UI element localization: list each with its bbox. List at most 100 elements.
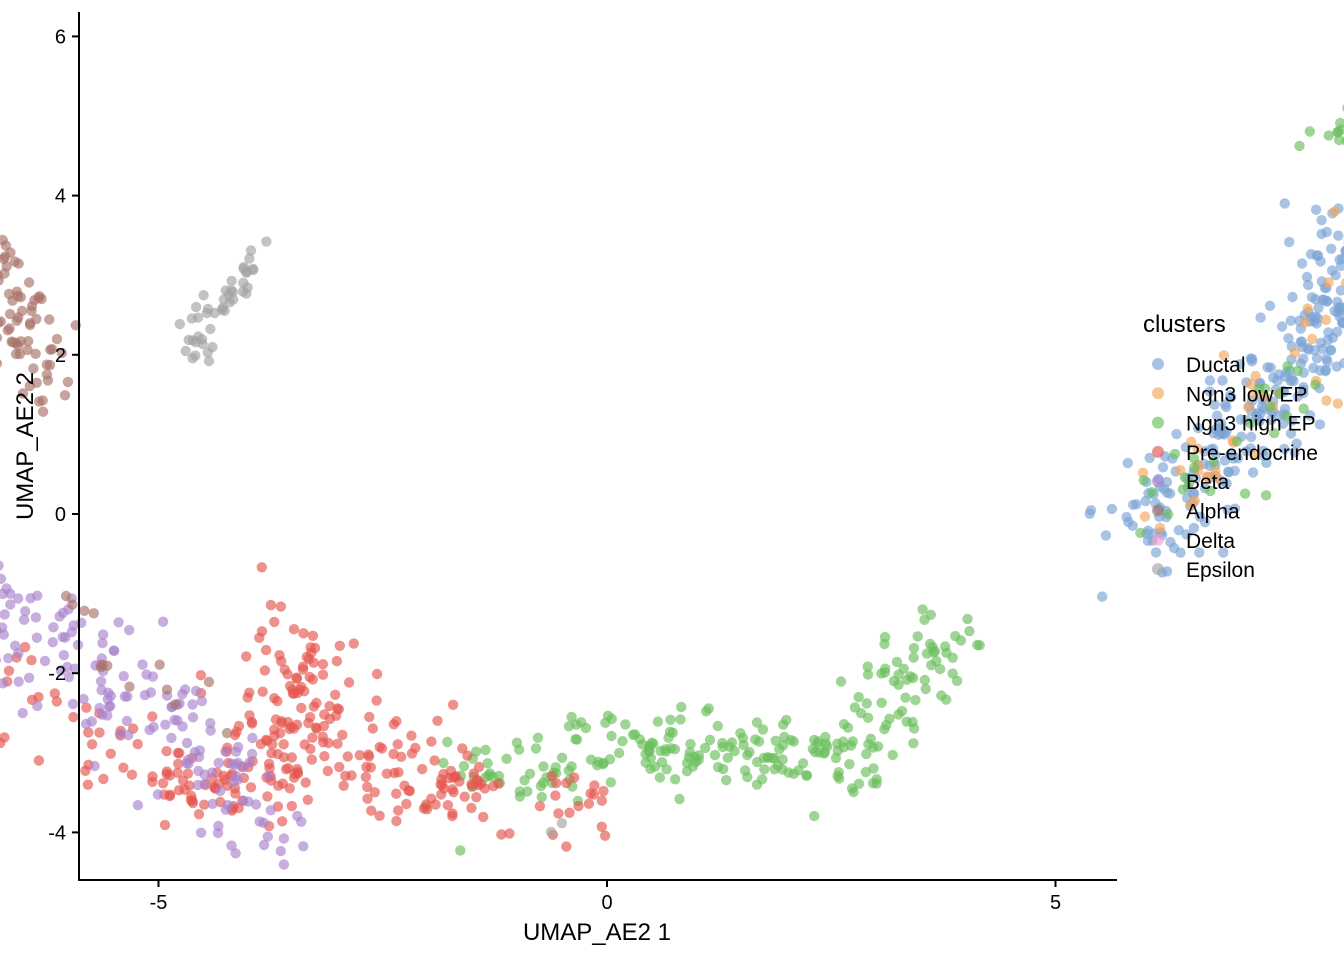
data-point-pre-endocrine [450,771,461,782]
data-point-alpha [23,277,35,288]
data-point-ngn3-high-ep [830,752,842,764]
data-point-ngn3-high-ep [522,786,533,797]
data-point-ductal [1279,198,1290,209]
data-point-beta [39,655,51,667]
data-point-ductal [1144,452,1155,464]
data-point-ngn3-high-ep [908,642,920,654]
data-point-beta [23,672,35,683]
data-point-pre-endocrine [296,702,307,714]
data-point-beta [232,741,244,753]
data-point-ngn3-high-ep [788,736,799,747]
data-point-pre-endocrine [195,670,207,681]
data-point-pre-endocrine [185,795,197,806]
data-point-ngn3-high-ep [1298,403,1309,414]
data-point-pre-endocrine [421,804,433,815]
data-point-alpha [59,390,71,401]
data-point-epsilon [186,313,198,324]
data-point-ngn3-high-ep [900,692,911,703]
data-point-ductal [1199,517,1211,528]
data-point-beta [55,665,67,676]
data-point-epsilon [198,290,209,301]
data-point-alpha [29,295,40,306]
data-point-pre-endocrine [254,632,265,643]
data-point-ductal [1340,245,1344,256]
data-point-pre-endocrine [182,768,194,779]
data-point-ngn3-high-ep [1135,527,1146,539]
data-point-ngn3-high-ep [652,716,664,727]
data-point-pre-endocrine [550,777,562,789]
data-point-pre-endocrine [348,638,359,649]
data-point-beta [118,671,129,682]
data-point-pre-endocrine [564,807,575,818]
data-point-pre-endocrine [244,710,255,721]
data-point-beta [47,637,58,648]
data-point-ngn3-high-ep [602,710,614,721]
data-point-ngn3-high-ep [917,604,928,615]
data-point-pre-endocrine [277,816,288,827]
data-point-pre-endocrine [300,777,311,788]
data-point-ductal [1235,414,1247,425]
data-point-epsilon [245,245,257,256]
data-point-ductal [1298,382,1309,393]
data-point-beta [199,769,210,780]
legend-key [1152,533,1164,546]
data-point-ngn3-high-ep [1146,487,1158,498]
data-point-beta [152,789,164,800]
data-point-ngn3-high-ep [530,743,542,754]
data-point-ductal [1323,327,1334,338]
data-point-beta [57,631,68,643]
data-point-ductal [1301,271,1313,283]
data-point-beta [187,712,199,723]
data-point-beta [213,757,224,769]
y-tick-label: 6 [55,26,66,48]
data-point-ductal [1140,495,1151,507]
data-point-ngn3-high-ep [919,674,930,686]
data-point-ngn3-high-ep [848,786,859,798]
data-point-ngn3-high-ep [735,728,746,739]
data-point-ductal [1292,391,1303,402]
data-point-ngn3-low-ep [1289,347,1300,358]
data-point-ductal [1309,345,1320,356]
data-point-pre-endocrine [317,659,329,670]
data-point-alpha [60,590,72,602]
data-point-ngn3-high-ep [947,652,958,663]
data-point-pre-endocrine [298,628,309,639]
data-point-pre-endocrine [448,786,459,798]
legend-key [1152,563,1164,576]
data-point-pre-endocrine [132,738,143,750]
data-point-ngn3-high-ep [654,772,666,783]
data-point-pre-endocrine [319,751,330,762]
data-point-ngn3-high-ep [643,746,655,757]
data-point-pre-endocrine [260,644,272,656]
data-point-ngn3-high-ep [1162,509,1174,520]
data-point-ngn3-high-ep [974,640,985,651]
data-point-ductal [1317,343,1329,355]
data-point-beta [157,616,169,627]
data-point-ngn3-high-ep [1245,418,1256,429]
data-point-pre-endocrine [360,771,372,783]
data-point-pre-endocrine [392,739,403,750]
legend: clusters Ductal Ngn3 low EP Ngn3 high EP Pr… [1143,311,1318,582]
data-point-ngn3-high-ep [1169,448,1181,460]
data-point-alpha [203,676,215,688]
data-point-pre-endocrine [322,765,333,777]
data-point-beta [76,617,87,628]
data-point-ngn3-high-ep [925,609,936,620]
data-point-pre-endocrine [366,805,377,816]
data-point-pre-endocrine [291,672,302,683]
data-point-pre-endocrine [218,770,229,782]
data-point-beta [86,716,98,727]
data-point-ngn3-high-ep [676,701,687,713]
data-point-epsilon [237,286,249,297]
data-point-ngn3-high-ep [455,845,466,856]
scatter-points [0,104,1344,870]
data-point-ngn3-high-ep [501,753,512,764]
data-point-pre-endocrine [3,665,15,676]
x-ticks: -10-50510 [150,880,1061,914]
data-point-ngn3-high-ep [833,767,844,778]
data-point-pre-endocrine [362,793,373,804]
data-point-pre-endocrine [274,650,285,661]
data-point-pre-endocrine [147,711,158,722]
data-point-beta [78,693,89,705]
data-point-ductal [1161,566,1173,577]
